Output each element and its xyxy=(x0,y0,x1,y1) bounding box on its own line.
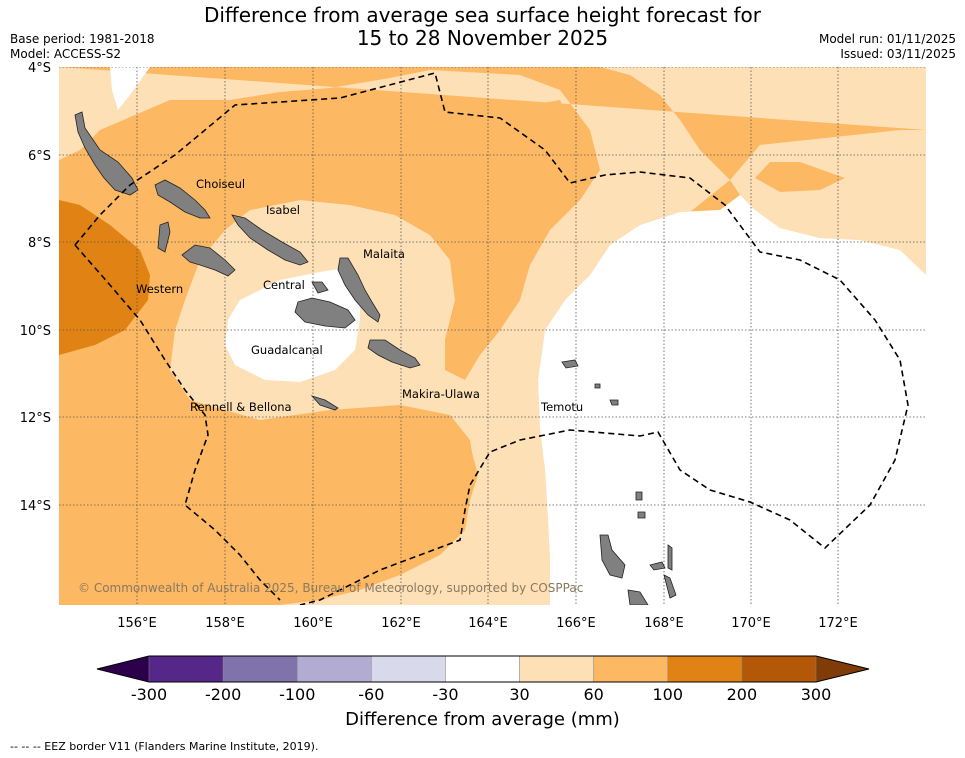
lat-label-6s: 6°S xyxy=(28,149,51,164)
choiseul-island xyxy=(154,179,211,219)
bougainville-island xyxy=(74,111,139,196)
makira-island xyxy=(367,339,421,369)
colorbar-label: Difference from average (mm) xyxy=(345,709,620,730)
meta-left: Base period: 1981-2018 Model: ACCESS-S2 xyxy=(10,32,155,62)
colorbar-over-arrow xyxy=(816,656,869,682)
map-area xyxy=(59,67,926,605)
colorbar-tick-label: 300 xyxy=(801,685,832,704)
colorbar-cell xyxy=(445,655,520,683)
ssh-neutral-top xyxy=(110,67,150,110)
base-period: Base period: 1981-2018 xyxy=(10,32,155,46)
rennell-island xyxy=(310,395,339,411)
vanuatu-malekula xyxy=(627,589,649,605)
colorbar-cells xyxy=(148,655,817,683)
ssh-contour-60-100-north xyxy=(200,90,575,380)
title-line-1: Difference from average sea surface heig… xyxy=(203,3,762,27)
lon-label-160e: 160°E xyxy=(293,616,333,631)
graticule xyxy=(59,67,926,605)
malaita-island xyxy=(337,257,381,323)
eez-footnote: -- -- -- EEZ border V11 (Flanders Marine… xyxy=(10,740,319,753)
lon-label-162e: 162°E xyxy=(381,616,421,631)
label-makira-ulawa: Makira-Ulawa xyxy=(402,387,480,401)
colorbar-tick-label: 60 xyxy=(583,685,603,704)
colorbar-under-arrow xyxy=(97,656,149,682)
eez-border xyxy=(74,72,909,605)
lat-label-10s: 10°S xyxy=(20,324,51,339)
label-rennell-bellona: Rennell & Bellona xyxy=(190,400,292,414)
colorbar-cell xyxy=(519,655,594,683)
lat-label-8s: 8°S xyxy=(28,236,51,251)
lon-label-164e: 164°E xyxy=(468,616,508,631)
lon-label-168e: 168°E xyxy=(644,616,684,631)
title-line-2: 15 to 28 November 2025 xyxy=(356,26,609,50)
lon-label-158e: 158°E xyxy=(205,616,245,631)
colorbar-tick-label: -200 xyxy=(205,685,241,704)
label-western: Western xyxy=(136,282,183,296)
issued-date: Issued: 03/11/2025 xyxy=(840,47,956,61)
lat-label-4s: 4°S xyxy=(28,61,51,76)
colorbar: -300 -200 -100 -60 -30 30 60 100 200 300 xyxy=(96,655,870,704)
vanikoro-islet xyxy=(594,383,601,389)
colorbar-tick-label: -60 xyxy=(358,685,384,704)
colorbar-tick-label: -30 xyxy=(432,685,458,704)
lon-label-156e: 156°E xyxy=(117,616,157,631)
lon-label-172e: 172°E xyxy=(818,616,858,631)
colorbar-tick-label: -300 xyxy=(131,685,167,704)
colorbar-cell xyxy=(222,655,298,683)
label-malaita: Malaita xyxy=(363,247,405,261)
colorbar-cell xyxy=(371,655,446,683)
lon-label-166e: 166°E xyxy=(556,616,596,631)
eez-solomon-islands xyxy=(74,72,909,605)
lat-label-14s: 14°S xyxy=(20,499,51,514)
colorbar-cell xyxy=(741,655,817,683)
lon-label-170e: 170°E xyxy=(731,616,771,631)
guadalcanal-island xyxy=(294,297,356,329)
label-choiseul: Choiseul xyxy=(196,177,245,191)
santa-cruz-island xyxy=(561,359,579,369)
western-islets xyxy=(157,221,171,253)
longitude-labels: 156°E 158°E 160°E 162°E 164°E 166°E 168°… xyxy=(117,616,858,631)
vanuatu-ambae xyxy=(649,561,666,571)
eez-western-branch xyxy=(74,244,281,601)
vanuatu-espiritu-santo xyxy=(599,534,626,579)
label-isabel: Isabel xyxy=(266,203,300,217)
colorbar-cell xyxy=(148,655,224,683)
colorbar-ticks: -300 -200 -100 -60 -30 30 60 100 200 300 xyxy=(131,685,831,704)
colorbar-cell xyxy=(667,655,743,683)
lat-label-12s: 12°S xyxy=(20,411,51,426)
vanuatu-pentecost xyxy=(663,574,677,599)
map-title: Difference from average sea surface heig… xyxy=(0,4,965,50)
new-georgia-islands xyxy=(181,244,236,277)
colorbar-tick-label: -100 xyxy=(279,685,315,704)
vanuatu-maewo xyxy=(667,544,673,571)
copyright-notice: © Commonwealth of Australia 2025, Bureau… xyxy=(78,581,583,595)
colorbar-cell xyxy=(296,655,372,683)
ssh-neutral-east xyxy=(538,195,926,605)
colorbar-tick-label: 200 xyxy=(727,685,758,704)
colorbar-tick-label: 100 xyxy=(653,685,684,704)
label-guadalcanal: Guadalcanal xyxy=(251,343,323,357)
region-labels: Choiseul Isabel Malaita Western Central … xyxy=(136,177,583,414)
label-temotu: Temotu xyxy=(540,400,583,414)
florida-islands xyxy=(311,281,329,294)
ssh-neutral-guadalcanal xyxy=(225,268,360,382)
banks-islet xyxy=(637,511,646,519)
utupua-islet xyxy=(609,399,619,406)
ssh-contour-60-100-east-blob xyxy=(755,162,845,192)
ssh-contour-60-100-southwest xyxy=(59,160,478,590)
model-name: Model: ACCESS-S2 xyxy=(10,47,122,61)
meta-right: Model run: 01/11/2025 Issued: 03/11/2025 xyxy=(819,32,956,62)
colorbar-tick-label: 30 xyxy=(509,685,529,704)
label-central: Central xyxy=(263,278,305,292)
colorbar-outline xyxy=(96,655,870,683)
latitude-labels: 4°S 6°S 8°S 10°S 12°S 14°S xyxy=(20,61,51,514)
model-run: Model run: 01/11/2025 xyxy=(818,32,956,46)
isabel-island xyxy=(231,214,309,266)
colorbar-cell xyxy=(593,655,669,683)
torres-islets xyxy=(635,491,643,501)
land-islands xyxy=(74,111,677,605)
